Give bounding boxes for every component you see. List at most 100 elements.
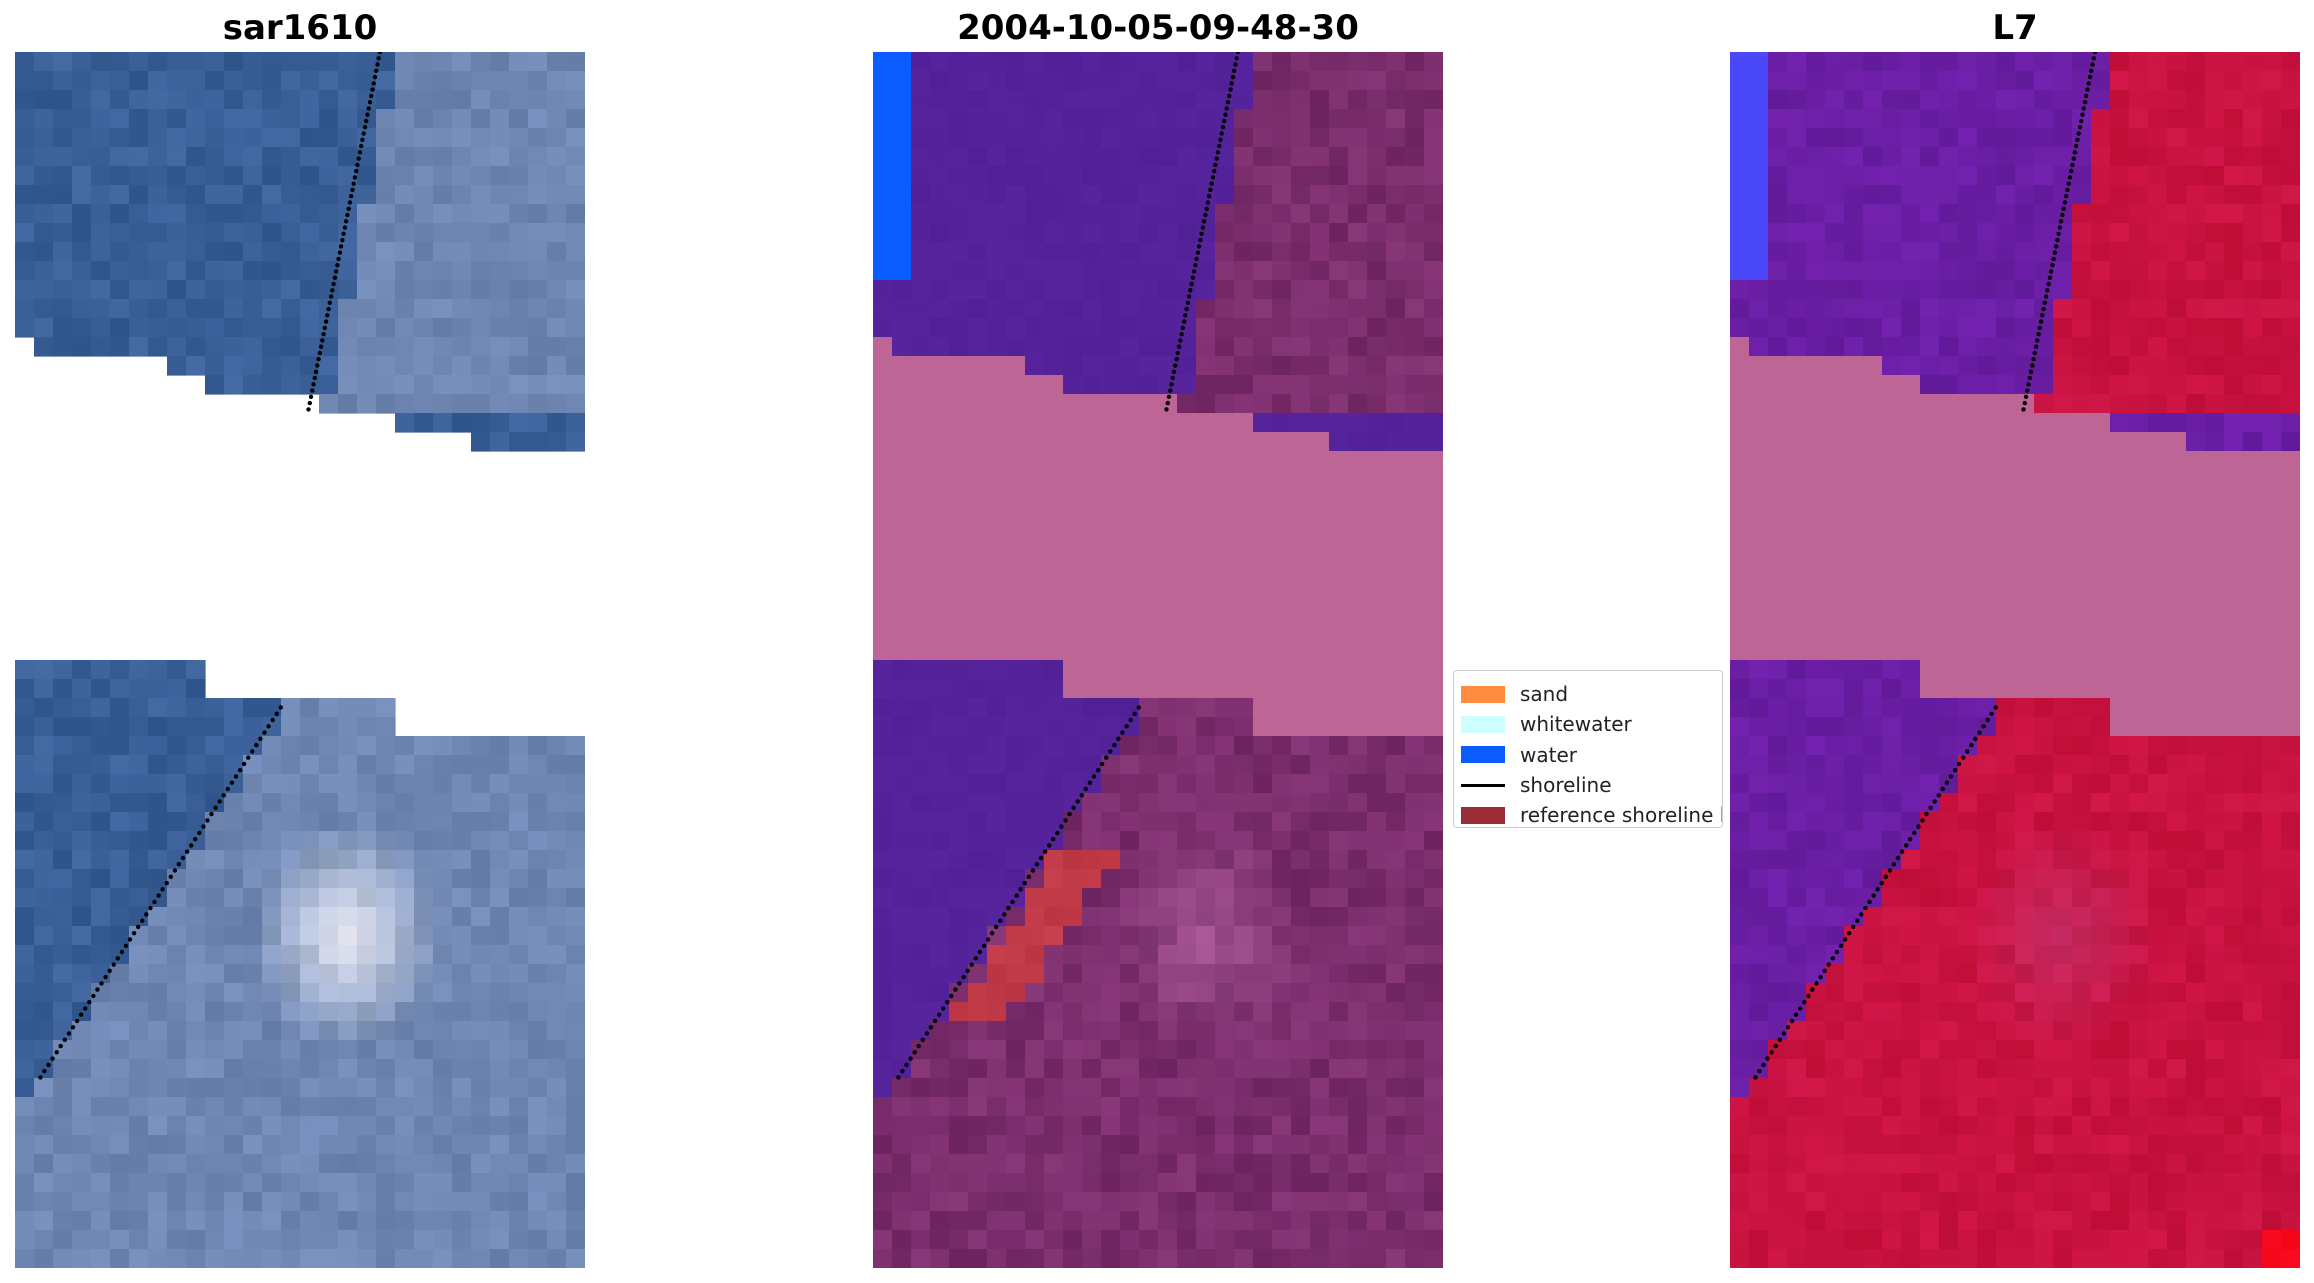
image-pixel [1901,90,1921,110]
image-pixel [414,280,434,300]
image-pixel [1825,907,1845,927]
image-pixel [2205,413,2225,433]
image-pixel [2205,470,2225,490]
image-pixel [1101,1154,1121,1174]
image-pixel [1025,451,1045,471]
image-pixel [892,698,912,718]
image-pixel [528,109,548,129]
image-pixel [1253,1040,1273,1060]
image-pixel [1367,337,1387,357]
image-pixel [892,1059,912,1079]
image-pixel [1272,280,1292,300]
image-pixel [243,774,263,794]
image-pixel [2148,52,2168,72]
image-pixel [1787,850,1807,870]
image-pixel [1082,926,1102,946]
image-pixel [53,736,73,756]
image-pixel [930,413,950,433]
image-pixel [1882,470,1902,490]
image-pixel [91,71,111,91]
image-pixel [1901,508,1921,528]
image-pixel [433,337,453,357]
image-pixel [528,1097,548,1117]
image-pixel [1939,698,1959,718]
image-pixel [1901,147,1921,167]
image-pixel [91,717,111,737]
image-pixel [243,261,263,281]
image-pixel [1348,451,1368,471]
shoreline-dot [180,855,186,861]
image-pixel [1044,432,1064,452]
image-pixel [1006,850,1026,870]
image-pixel [34,850,54,870]
image-pixel [1139,1192,1159,1212]
image-pixel [892,774,912,794]
image-pixel [319,907,339,927]
image-pixel [91,1097,111,1117]
image-pixel [1025,1211,1045,1231]
image-pixel [2281,774,2300,794]
image-pixel [1196,1021,1216,1041]
image-pixel [911,1230,931,1250]
image-pixel [205,698,225,718]
image-pixel [1367,660,1387,680]
image-pixel [1806,831,1826,851]
image-pixel [1120,603,1140,623]
image-pixel [911,964,931,984]
image-pixel [949,90,969,110]
image-pixel [1424,755,1443,775]
image-pixel [2034,128,2054,148]
image-pixel [1082,641,1102,661]
image-pixel [1939,261,1959,281]
image-pixel [892,52,912,72]
image-pixel [2224,299,2244,319]
image-pixel [205,869,225,889]
image-pixel [414,52,434,72]
image-pixel [1272,888,1292,908]
image-pixel [2205,90,2225,110]
image-pixel [566,736,585,756]
image-pixel [2281,831,2300,851]
image-pixel [2186,166,2206,186]
image-pixel [205,147,225,167]
image-pixel [1844,888,1864,908]
image-pixel [1044,261,1064,281]
image-pixel [1044,698,1064,718]
shoreline-dot [172,868,178,873]
shoreline-dot [1175,350,1180,356]
image-pixel [490,1230,510,1250]
image-pixel [1329,641,1349,661]
image-pixel [1272,945,1292,965]
image-pixel [452,280,472,300]
image-pixel [1272,1249,1292,1268]
image-pixel [1730,736,1750,756]
shoreline-dot [213,805,218,810]
image-pixel [2148,546,2168,566]
image-pixel [1424,945,1443,965]
shoreline-dot [1026,874,1031,879]
image-pixel [1348,717,1368,737]
image-pixel [1825,413,1845,433]
image-pixel [1768,356,1788,376]
image-pixel [15,166,35,186]
image-pixel [566,166,585,186]
image-pixel [2034,888,2054,908]
image-pixel [2205,622,2225,642]
image-pixel [1158,926,1178,946]
shoreline-dot [62,1037,67,1042]
image-pixel [319,242,339,262]
image-pixel [1806,888,1826,908]
image-pixel [1768,413,1788,433]
image-pixel [1348,394,1368,414]
image-pixel [34,926,54,946]
image-pixel [1939,831,1959,851]
image-pixel [2034,109,2054,129]
image-pixel [1063,945,1083,965]
image-pixel [1405,1040,1425,1060]
image-pixel [243,1040,263,1060]
image-pixel [1177,52,1197,72]
image-pixel [243,736,263,756]
image-pixel [1120,831,1140,851]
image-pixel [1386,679,1406,699]
image-pixel [281,90,301,110]
